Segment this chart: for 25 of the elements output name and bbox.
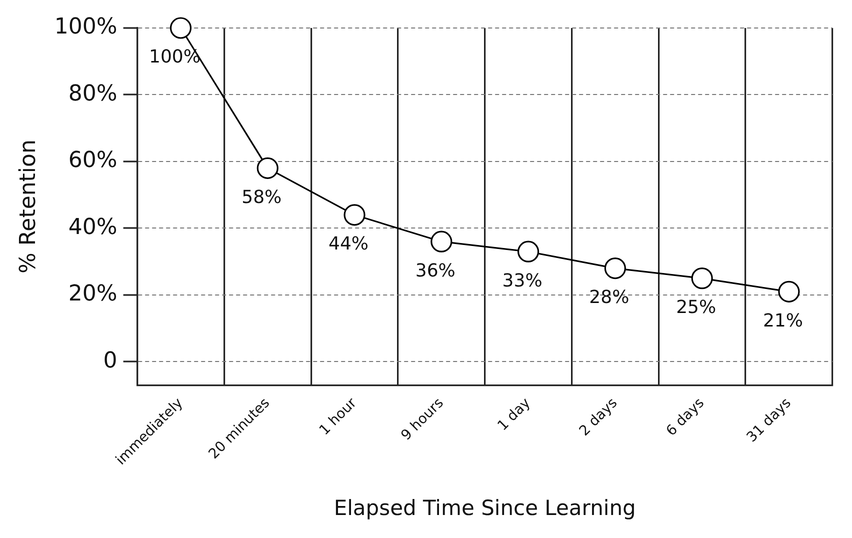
y-tick-label: 60%	[68, 148, 118, 174]
data-label: 21%	[762, 310, 803, 332]
point	[430, 230, 452, 252]
data-label: 25%	[676, 296, 716, 318]
point	[170, 17, 192, 39]
data-label: 58%	[242, 186, 282, 208]
point	[344, 204, 366, 226]
y-tick-label: 0	[103, 348, 118, 374]
point	[604, 258, 626, 280]
y-tick-label: 40%	[68, 214, 118, 240]
point	[778, 280, 800, 302]
data-label: 100%	[149, 46, 200, 68]
point	[256, 157, 278, 179]
data-label: 28%	[589, 286, 630, 308]
y-axis-title: % Retention	[16, 140, 41, 274]
point	[517, 240, 540, 262]
y-tick-label: 20%	[68, 282, 118, 307]
x-tick-label: 1 day	[494, 395, 534, 434]
point	[691, 268, 713, 290]
y-tick-label: 80%	[68, 81, 118, 106]
data-label: 44%	[328, 234, 369, 255]
data-label: 33%	[502, 270, 542, 292]
data-label: 36%	[415, 260, 456, 282]
y-tick-label: 100%	[54, 14, 118, 40]
x-axis-title: Elapsed Time Since Learning	[334, 496, 636, 520]
